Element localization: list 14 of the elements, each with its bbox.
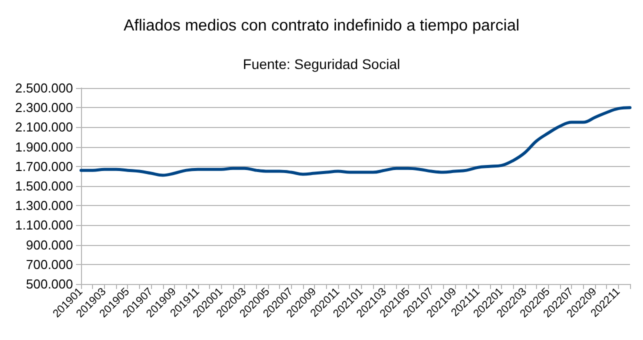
y-tick-label: 500.000: [26, 276, 73, 292]
y-tick-label: 1.500.000: [15, 178, 73, 194]
y-tick-label: 900.000: [26, 237, 73, 252]
y-tick-label: 1.700.000: [15, 158, 73, 174]
chart-title: Afliados medios con contrato indefinido a tiempo parcial: [124, 18, 520, 34]
y-tick-label: 1.100.000: [15, 218, 73, 233]
y-tick-label: 2.300.000: [15, 100, 73, 116]
y-tick-label: 700.000: [26, 256, 73, 272]
y-tick-label: 1.300.000: [15, 198, 73, 214]
y-tick-label: 2.100.000: [15, 120, 73, 135]
line-series: [80, 106, 632, 177]
y-tick-label: 1.900.000: [15, 139, 73, 154]
y-tick-label: 2.500.000: [15, 80, 73, 96]
chart-subtitle: Fuente: Seguridad Social: [242, 56, 400, 72]
